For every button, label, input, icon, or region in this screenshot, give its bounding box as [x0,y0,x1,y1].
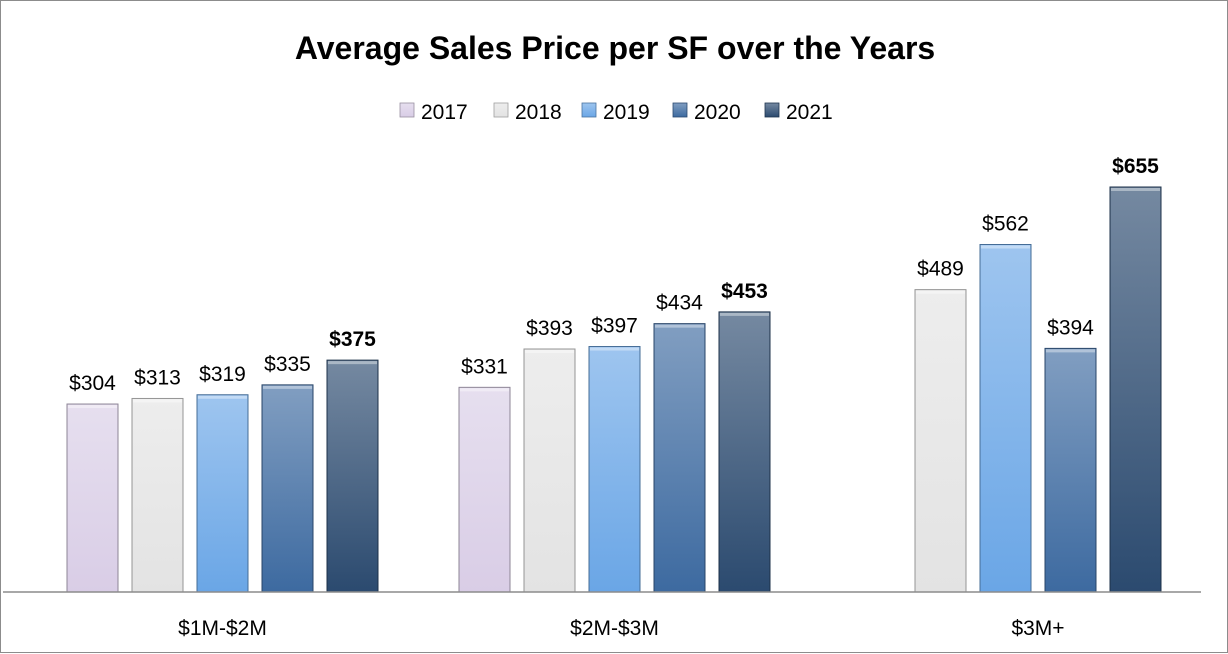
bar-2020-0 [261,384,314,593]
legend-label: 2017 [421,101,468,124]
legend-label: 2020 [694,101,741,124]
bar-top-highlight [1111,188,1160,191]
bar-top-highlight [133,399,182,403]
data-label: $319 [199,363,246,386]
bar-2018-2 [914,289,967,593]
bar-top-highlight [720,312,769,316]
bar-top-highlight [1046,349,1095,353]
bar-top-highlight [460,388,509,392]
bar-2019-0 [196,394,249,593]
bar-2017-0 [66,403,119,593]
legend: 2017 2018 2019 2020 2021 [399,101,833,124]
data-label: $375 [329,328,376,351]
category-label: $1M-$2M [178,617,267,640]
legend-swatch [764,102,780,118]
data-label: $393 [526,317,573,340]
bar-2020-2 [1044,347,1097,593]
bar-top-highlight [525,350,574,353]
data-label: $304 [69,372,116,395]
legend-swatch [672,102,688,118]
data-label: $335 [264,353,311,376]
bar-2020-1 [653,323,706,593]
data-label: $434 [656,292,703,315]
legend-label: 2019 [603,101,650,124]
bar-top-highlight [263,385,312,389]
category-label: $3M+ [1011,617,1064,640]
bar-2017-1 [458,386,511,593]
bar-2018-1 [523,348,576,593]
bar-2021-2 [1109,186,1162,593]
data-label: $397 [591,315,638,338]
bar-2018-0 [131,397,184,593]
legend-swatch [399,102,415,118]
data-label: $562 [982,213,1029,236]
bar-top-highlight [68,405,117,409]
data-label: $331 [461,355,508,378]
legend-swatch [493,102,509,118]
legend-swatch [581,102,597,118]
bar-top-highlight [981,245,1030,249]
legend-label: 2021 [786,101,833,124]
bar-2019-1 [588,346,641,593]
bar-top-highlight [655,324,704,328]
bar-top-highlight [590,347,639,351]
bar-2021-0 [326,359,379,593]
bars: $304 $313 $319 $335 $375 $331 $393 $397 $434 $453… [66,155,1162,593]
data-label: $655 [1112,155,1159,178]
data-label: $394 [1047,316,1094,339]
bar-top-highlight [198,395,247,399]
chart-title: Average Sales Price per SF over the Year… [295,30,935,66]
bar-top-highlight [328,361,377,365]
bar-top-highlight [916,290,965,294]
bar-2019-2 [979,244,1032,593]
bar-2021-1 [718,311,771,593]
data-label: $313 [134,366,181,389]
category-label: $2M-$3M [570,617,659,640]
legend-label: 2018 [515,101,562,124]
data-label: $453 [721,280,768,303]
category-labels: $1M-$2M $2M-$3M $3M+ [178,617,1064,640]
data-label: $489 [917,258,964,281]
